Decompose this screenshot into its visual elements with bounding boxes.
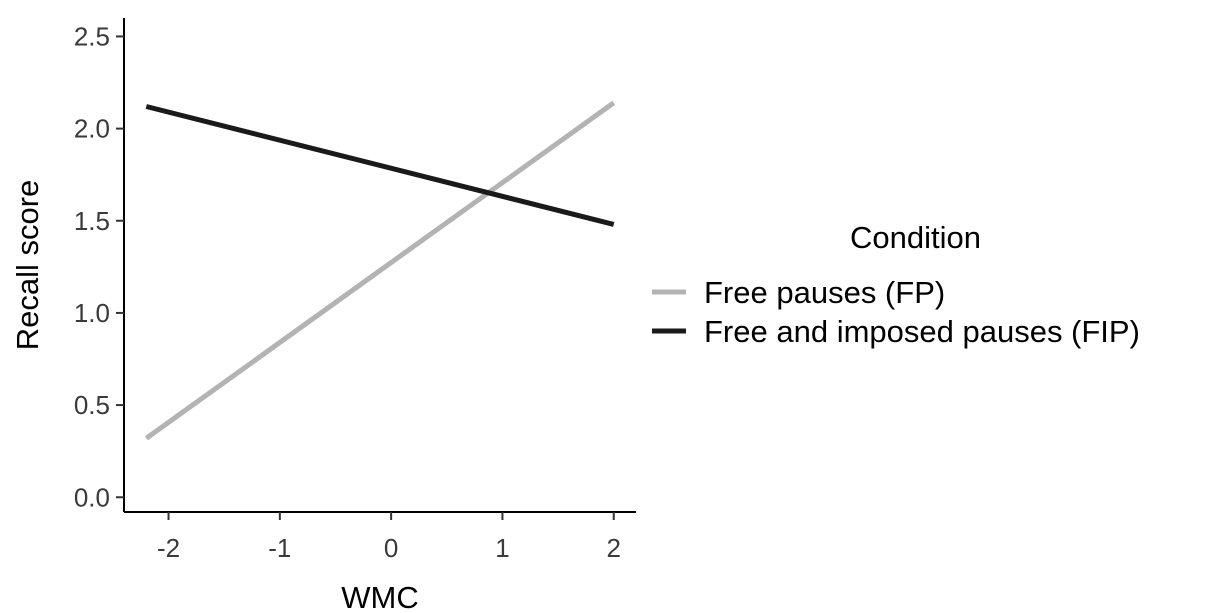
legend: Condition Free pauses (FP) Free and impos… — [652, 220, 1140, 349]
y-tick-label: 1.0 — [74, 298, 110, 328]
series-line-2 — [145, 104, 615, 227]
x-tick-label: 0 — [384, 533, 398, 563]
legend-title: Condition — [850, 220, 981, 255]
legend-label-2: Free and imposed pauses (FIP) — [704, 314, 1140, 349]
x-tick-label: -1 — [268, 533, 291, 563]
x-tick-label: 2 — [607, 533, 621, 563]
series-line-1 — [144, 100, 616, 441]
y-tick-label: 0.5 — [74, 390, 110, 420]
legend-label-1: Free pauses (FP) — [704, 275, 945, 310]
y-tick-label: 2.0 — [74, 114, 110, 144]
y-tick-label: 1.5 — [74, 206, 110, 236]
x-axis: -2 -1 0 1 2 — [124, 511, 636, 563]
x-tick-label: -2 — [157, 533, 180, 563]
x-axis-title: WMC — [341, 580, 418, 613]
y-axis-title: Recall score — [10, 180, 45, 351]
series-layer — [144, 100, 616, 441]
y-tick-label: 2.5 — [74, 21, 110, 51]
y-axis: 0.0 0.5 1.0 1.5 2.0 2.5 — [74, 18, 125, 512]
y-tick-label: 0.0 — [74, 482, 110, 512]
x-tick-label: 1 — [495, 533, 509, 563]
